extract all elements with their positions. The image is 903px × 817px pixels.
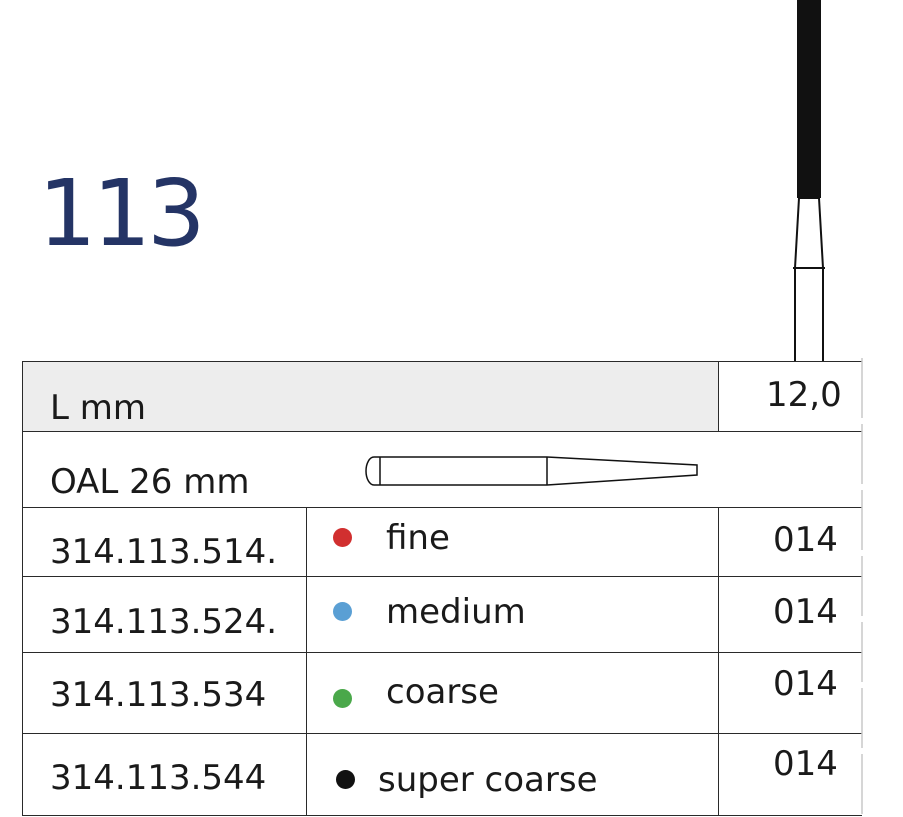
medium-grit-dot-icon [333, 602, 352, 621]
right-edge-marks [861, 358, 863, 817]
product-number-title: 113 [38, 160, 206, 267]
table-top-border [22, 361, 862, 362]
overall-length-label: OAL 26 mm [50, 462, 250, 502]
row-divider [22, 431, 862, 432]
column-divider [306, 507, 307, 816]
size-value: 014 [773, 520, 838, 560]
column-divider [718, 507, 719, 816]
column-divider [718, 361, 719, 431]
product-code: 314.113.524. [50, 602, 278, 642]
grit-grade-label: super coarse [378, 760, 598, 800]
bur-illustration-icon [793, 0, 825, 362]
length-row-background [22, 361, 718, 431]
bur-profile-icon [365, 456, 698, 486]
super-coarse-grit-dot-icon [336, 770, 355, 789]
product-code: 314.113.544 [50, 758, 267, 798]
row-divider [22, 576, 862, 577]
fine-grit-dot-icon [333, 528, 352, 547]
row-divider [22, 733, 862, 734]
table-bottom-border [22, 815, 862, 816]
length-label: L mm [50, 388, 146, 428]
size-value: 014 [773, 592, 838, 632]
coarse-grit-dot-icon [333, 689, 352, 708]
row-divider [22, 652, 862, 653]
length-value: 12,0 [766, 375, 842, 415]
size-value: 014 [773, 664, 838, 704]
product-code: 314.113.534 [50, 675, 267, 715]
row-divider [22, 507, 862, 508]
grit-grade-label: coarse [386, 672, 499, 712]
size-value: 014 [773, 744, 838, 784]
grit-grade-label: medium [386, 592, 526, 632]
table-left-border [22, 361, 23, 816]
grit-grade-label: fine [386, 518, 450, 558]
product-code: 314.113.514. [50, 532, 278, 572]
